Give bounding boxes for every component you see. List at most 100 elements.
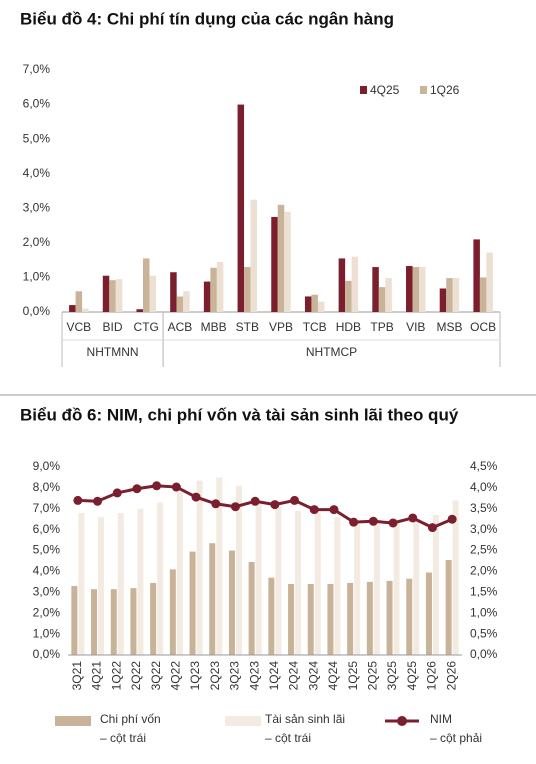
line-marker <box>309 505 319 515</box>
line-marker <box>250 496 260 506</box>
x-tick-label: VIB <box>406 320 425 334</box>
y-tick-label: 6,0% <box>33 522 61 536</box>
legend-swatch <box>397 716 407 726</box>
line-marker <box>349 517 359 527</box>
bar <box>473 239 480 312</box>
y2-tick-label: 3,0% <box>470 522 498 536</box>
bar <box>98 517 105 655</box>
bar <box>452 500 459 655</box>
x-tick-label: TPB <box>370 320 393 334</box>
legend-note: – cột trái <box>100 731 146 745</box>
legend-label: 4Q25 <box>370 83 400 97</box>
x-tick-label: 2Q22 <box>129 661 143 691</box>
x-tick-label: 1Q22 <box>109 661 123 691</box>
x-tick-label: 3Q24 <box>306 661 320 691</box>
x-tick-label: CTG <box>134 320 159 334</box>
x-tick-label: MSB <box>436 320 462 334</box>
y-tick-label: 2,0% <box>23 235 51 249</box>
bar <box>277 204 285 312</box>
bar <box>412 267 420 312</box>
line-marker <box>427 523 437 533</box>
bar <box>354 521 361 655</box>
line-marker <box>329 505 339 515</box>
bar <box>314 512 321 655</box>
x-tick-label: 2Q24 <box>287 661 301 691</box>
bar <box>347 582 354 655</box>
bar <box>446 278 453 312</box>
bar <box>203 281 211 312</box>
y-tick-label: 3,0% <box>23 200 51 214</box>
x-tick-label: 1Q25 <box>346 661 360 691</box>
bar <box>311 294 318 312</box>
bar <box>295 510 302 655</box>
bar <box>366 581 373 655</box>
bar <box>385 278 392 312</box>
y-tick-label: 4,0% <box>23 166 51 180</box>
legend-label: 1Q26 <box>430 83 460 97</box>
bar <box>170 272 177 312</box>
bar <box>386 580 393 655</box>
bar <box>136 309 143 312</box>
bar <box>445 559 452 655</box>
y2-tick-label: 0,0% <box>470 647 498 661</box>
y-tick-label: 3,0% <box>33 585 61 599</box>
y2-tick-label: 4,5% <box>470 459 498 473</box>
line-marker <box>270 500 280 510</box>
x-tick-label: VPB <box>269 320 293 334</box>
y2-tick-label: 2,0% <box>470 564 498 578</box>
line-marker <box>211 499 221 509</box>
legend-swatch <box>360 86 367 94</box>
x-tick-label: BID <box>103 320 123 334</box>
bar <box>425 572 432 655</box>
x-tick-label: 3Q23 <box>228 661 242 691</box>
bar <box>82 308 89 312</box>
bar <box>137 508 144 655</box>
x-tick-label: TCB <box>303 320 327 334</box>
line-marker <box>93 496 103 506</box>
y-tick-label: 5,0% <box>23 131 51 145</box>
line-marker <box>191 492 201 502</box>
bar <box>169 569 176 655</box>
x-tick-label: 4Q24 <box>326 661 340 691</box>
legend-note: – cột phải <box>430 731 482 745</box>
y2-tick-label: 1,0% <box>470 605 498 619</box>
bar <box>338 258 346 312</box>
bar <box>228 550 235 655</box>
chart-title: Biểu đồ 6: NIM, chi phí vốn và tài sản s… <box>20 405 459 424</box>
y-tick-label: 0,0% <box>23 304 51 318</box>
y-tick-label: 5,0% <box>33 543 61 557</box>
x-tick-label: 3Q21 <box>70 661 84 691</box>
bar <box>216 477 223 655</box>
legend-swatch <box>225 716 261 726</box>
bar <box>244 267 251 312</box>
legend-label: Tài sản sinh lãi <box>265 712 345 726</box>
bar <box>393 521 400 655</box>
bar <box>75 291 83 312</box>
bar <box>486 252 493 312</box>
bar <box>115 279 123 312</box>
bar <box>142 258 150 312</box>
x-tick-label: 4Q23 <box>247 661 261 691</box>
legend-swatch <box>55 716 91 726</box>
bar <box>235 485 242 655</box>
x-tick-label: 2Q25 <box>366 661 380 691</box>
legend-note: – cột trái <box>265 731 311 745</box>
y-tick-label: 7,0% <box>23 62 51 76</box>
bar <box>419 267 426 312</box>
line-marker <box>388 518 398 528</box>
x-tick-label: 2Q26 <box>444 661 458 691</box>
bar <box>406 578 413 655</box>
bar <box>183 291 190 312</box>
x-tick-label: 2Q23 <box>208 661 222 691</box>
line-marker <box>447 514 457 524</box>
line-marker <box>171 482 181 492</box>
y-tick-label: 6,0% <box>23 97 51 111</box>
x-tick-label: 1Q26 <box>425 661 439 691</box>
legend-swatch <box>420 86 427 94</box>
x-tick-label: 1Q23 <box>188 661 202 691</box>
group-label: NHTMCP <box>306 345 357 359</box>
x-tick-label: HDB <box>336 320 361 334</box>
bar <box>149 275 156 312</box>
bar <box>189 551 196 655</box>
